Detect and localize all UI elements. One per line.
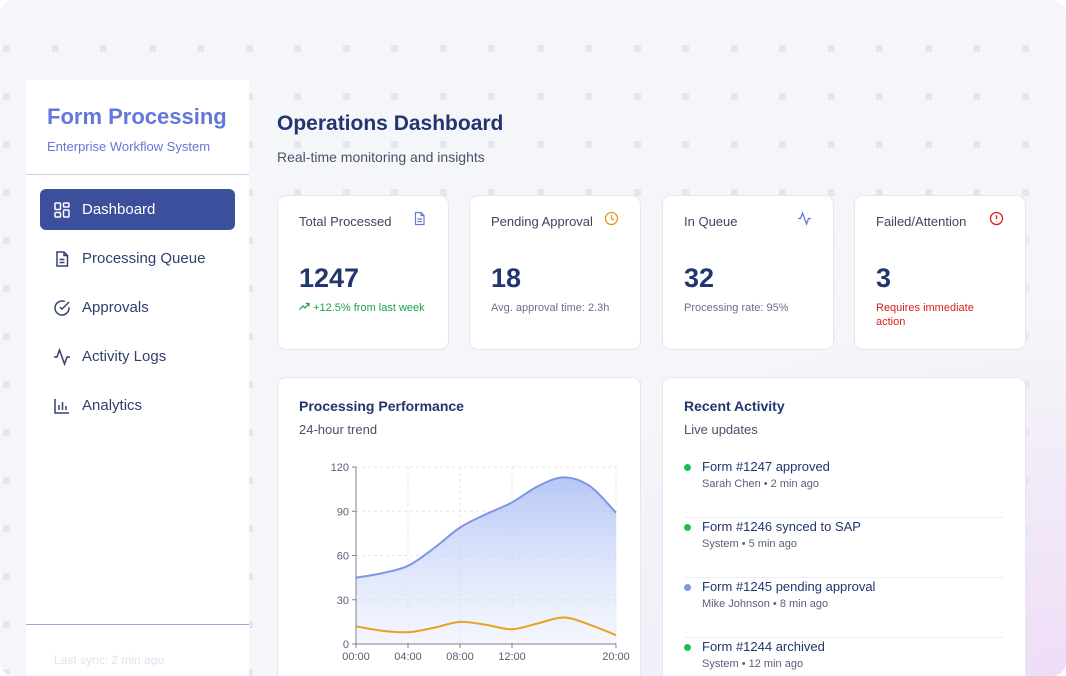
clock-icon	[604, 211, 619, 226]
stat-label: Failed/Attention	[876, 214, 967, 229]
brand-subtitle: Enterprise Workflow System	[47, 139, 211, 154]
stat-trend: +12.5% from last week	[299, 301, 439, 315]
stat-value: 18	[491, 263, 522, 293]
series-line	[355, 616, 617, 637]
status-dot	[684, 524, 691, 531]
bar-chart-icon	[53, 397, 71, 415]
recent-activity-panel: Recent Activity Live updates Form #1247 …	[662, 377, 1026, 676]
stat-value: 3	[876, 263, 892, 293]
performance-panel: Processing Performance 24-hour trend 0 30…	[277, 377, 641, 676]
activity-item[interactable]: Form #1246 synced to SAP System • 5 min a…	[684, 518, 1004, 578]
panel-subtitle: Live updates	[684, 422, 758, 437]
panel-title: Recent Activity	[684, 398, 785, 414]
series-line	[355, 476, 617, 579]
sidebar-item-label: Activity Logs	[82, 348, 167, 365]
stat-note: Avg. approval time: 2.3h	[491, 302, 610, 314]
activity-meta: Sarah Chen • 2 min ago	[702, 478, 819, 490]
sidebar-item-activity-logs[interactable]: Activity Logs	[40, 336, 235, 377]
last-sync-text: Last sync: 2 min ago	[54, 653, 165, 667]
sidebar-footer-divider	[26, 624, 249, 625]
x-tick-label: 08:00	[446, 651, 474, 663]
stat-label: Total Processed	[299, 214, 392, 229]
activity-title: Form #1245 pending approval	[702, 579, 876, 594]
panel-title: Processing Performance	[299, 398, 464, 414]
grid-icon	[53, 201, 71, 219]
x-tick-label: 00:00	[342, 651, 370, 663]
x-tick-label: 20:00	[602, 651, 630, 663]
stat-note: +12.5% from last week	[313, 302, 425, 314]
activity-title: Form #1247 approved	[702, 459, 830, 474]
status-dot	[684, 464, 691, 471]
sidebar-item-analytics[interactable]: Analytics	[40, 385, 235, 426]
stat-card-total-processed: Total Processed 1247 +12.5% from last we…	[277, 195, 449, 350]
stat-value: 32	[684, 263, 715, 293]
performance-chart: 0 30 60 90 120 00:00 04:00 08:00 12:00 20:00	[331, 462, 630, 663]
sidebar-item-approvals[interactable]: Approvals	[40, 287, 235, 328]
trending-up-icon	[299, 302, 313, 314]
sidebar-item-dashboard[interactable]: Dashboard	[40, 189, 235, 230]
activity-meta: Mike Johnson • 8 min ago	[702, 598, 829, 610]
sidebar-item-label: Processing Queue	[82, 250, 206, 267]
activity-title: Form #1244 archived	[702, 639, 825, 654]
page-title: Operations Dashboard	[277, 112, 504, 135]
sidebar-item-label: Dashboard	[82, 201, 156, 218]
page-subtitle: Real-time monitoring and insights	[277, 149, 485, 165]
check-circle-icon	[53, 299, 71, 317]
brand-title: Form Processing	[47, 104, 227, 129]
activity-meta: System • 5 min ago	[702, 538, 797, 550]
activity-meta: System • 12 min ago	[702, 658, 804, 670]
stat-label: Pending Approval	[491, 214, 593, 229]
activity-icon	[797, 211, 812, 226]
sidebar: Form Processing Enterprise Workflow Syst…	[26, 80, 249, 676]
status-dot	[684, 584, 691, 591]
stat-card-failed-attention: Failed/Attention 3 Requires immediate ac…	[854, 195, 1026, 350]
y-tick-label: 30	[337, 595, 349, 607]
y-tick-label: 90	[337, 506, 349, 518]
y-tick-label: 60	[337, 551, 349, 563]
activity-item[interactable]: Form #1247 approved Sarah Chen • 2 min ag…	[684, 458, 1004, 518]
x-tick-label: 12:00	[498, 651, 526, 663]
activity-list: Form #1247 approved Sarah Chen • 2 min ag…	[684, 458, 1004, 676]
activity-title: Form #1246 synced to SAP	[702, 519, 861, 534]
series-area	[356, 477, 616, 644]
stat-value: 1247	[299, 263, 360, 293]
stat-note: Processing rate: 95%	[684, 302, 789, 314]
activity-item[interactable]: Form #1244 archived System • 12 min ago	[684, 638, 1004, 676]
sidebar-item-label: Approvals	[82, 299, 149, 316]
activity-icon	[53, 347, 71, 366]
sidebar-divider	[26, 174, 249, 175]
activity-item[interactable]: Form #1245 pending approval Mike Johnson …	[684, 578, 1004, 638]
document-icon	[412, 211, 427, 226]
stat-label: In Queue	[684, 214, 738, 229]
stat-card-in-queue: In Queue 32 Processing rate: 95%	[662, 195, 834, 350]
stat-note: Requires immediate action	[876, 302, 974, 328]
status-dot	[684, 644, 691, 651]
panel-subtitle: 24-hour trend	[299, 422, 378, 437]
stat-card-pending-approval: Pending Approval 18 Avg. approval time: …	[469, 195, 641, 350]
alert-circle-icon	[989, 211, 1004, 226]
x-tick-label: 04:00	[394, 651, 422, 663]
sidebar-item-processing-queue[interactable]: Processing Queue	[40, 238, 235, 279]
sidebar-nav: Dashboard Processing Queue Approvals Act…	[40, 189, 235, 434]
document-icon	[53, 250, 71, 268]
y-tick-label: 120	[331, 462, 349, 474]
sidebar-item-label: Analytics	[82, 397, 143, 414]
y-tick-label: 0	[343, 639, 349, 651]
